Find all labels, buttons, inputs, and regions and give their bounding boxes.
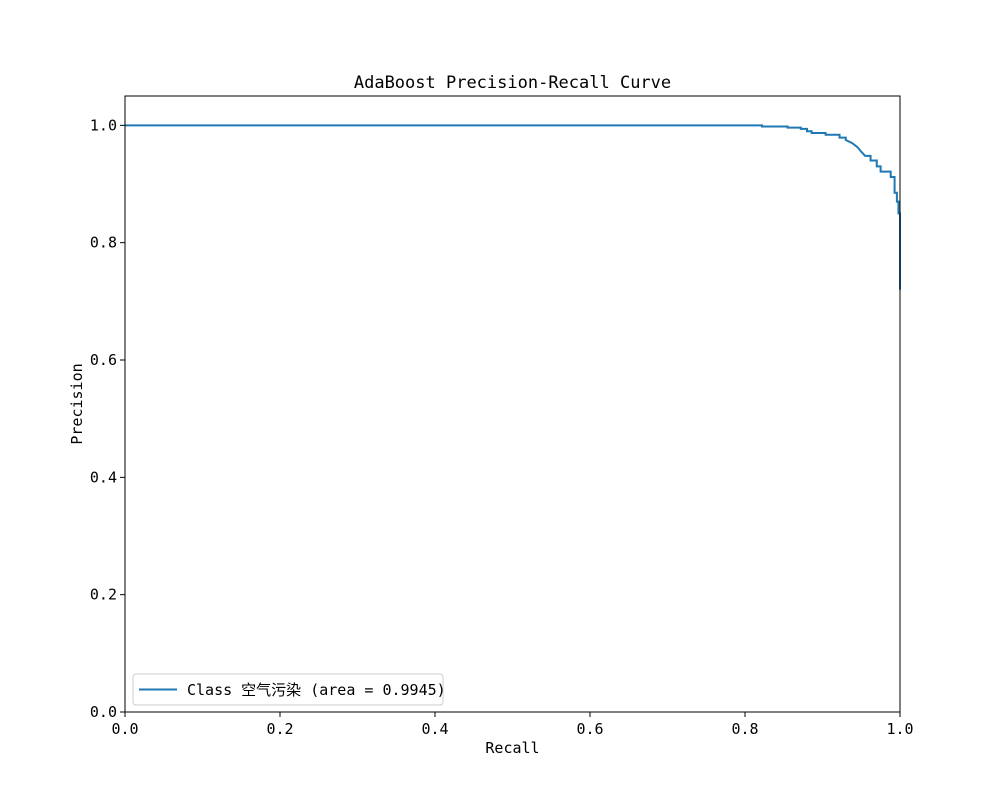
axes: 0.0 0.2 0.4 0.6 0.8 1.0 0.0 0.2 0.4 0.6 0.8 1.0 — [90, 95, 914, 738]
plot-area — [125, 124, 901, 290]
y-axis-label: Precision — [68, 363, 86, 444]
series-line-0 — [125, 124, 901, 290]
y-tick-label: 0.8 — [90, 234, 117, 252]
legend-label: Class 空气污染 (area = 0.9945) — [187, 681, 446, 699]
y-tick-label: 1.0 — [90, 116, 117, 134]
x-tick-label: 1.0 — [886, 720, 913, 738]
y-tick-label: 0.4 — [90, 468, 117, 486]
axes-frame — [124, 95, 901, 713]
x-tick-label: 0.8 — [731, 720, 758, 738]
x-axis-label: Recall — [485, 739, 539, 757]
y-tick-label: 0.2 — [90, 586, 117, 604]
y-tick-label: 0.6 — [90, 351, 117, 369]
legend: Class 空气污染 (area = 0.9945) — [132, 673, 446, 706]
x-tick-label: 0.2 — [266, 720, 293, 738]
x-tick-label: 0.0 — [111, 720, 138, 738]
x-tick-label: 0.6 — [576, 720, 603, 738]
chart-title: AdaBoost Precision-Recall Curve — [354, 73, 671, 93]
y-tick-label: 0.0 — [90, 703, 117, 721]
x-tick-label: 0.4 — [421, 720, 448, 738]
legend-box — [132, 673, 444, 706]
